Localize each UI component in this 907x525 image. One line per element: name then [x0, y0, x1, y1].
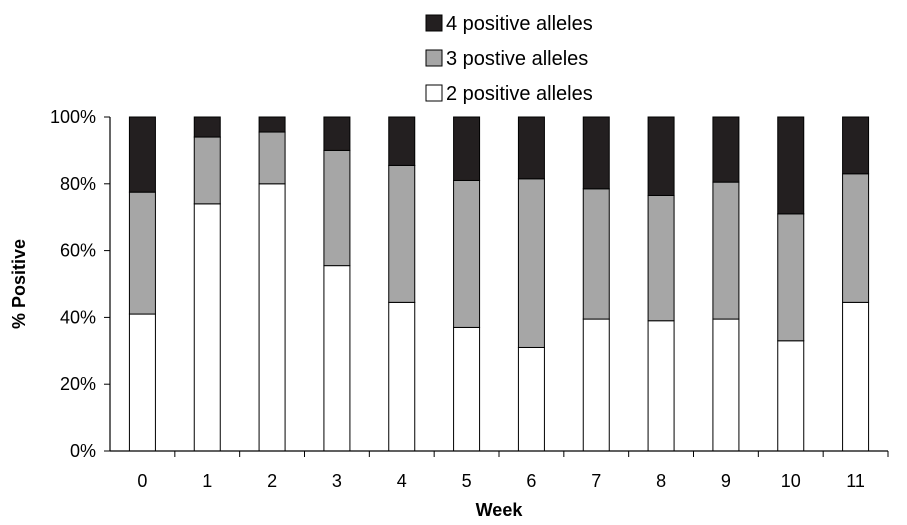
x-tick-label: 1 [202, 471, 212, 491]
bar-segment-week-5-series-2 [453, 179, 481, 328]
x-tick-group: 0 1 2 3 4 5 6 7 8 9 10 11 [137, 451, 889, 491]
bar-segment-week-7-series-1 [582, 318, 610, 452]
y-tick-label: 80% [60, 174, 96, 194]
y-axis-label: % Positive [9, 239, 29, 329]
bar-segment-week-10-series-1 [777, 340, 805, 452]
bar-segment-week-0-series-1 [128, 313, 156, 452]
legend-label: 3 postive alleles [446, 48, 588, 70]
bar-segment-week-4-series-2 [388, 164, 416, 303]
bar-segment-week-11-series-2 [842, 173, 870, 303]
x-axis-label: Week [476, 500, 524, 520]
bar-segment-week-2-series-2 [258, 131, 286, 185]
chart-axes [109, 117, 888, 452]
bar-segment-week-8-series-3 [647, 116, 675, 196]
bar-segment-week-3-series-3 [323, 116, 351, 151]
bar-segment-week-6-series-2 [517, 178, 545, 348]
legend-swatch [425, 84, 443, 102]
bar-segment-week-3-series-1 [323, 265, 351, 452]
legend-label: 2 positive alleles [446, 83, 593, 105]
legend-swatch [425, 49, 443, 67]
bar-segment-week-0-series-2 [128, 191, 156, 315]
bar-segment-week-9-series-3 [712, 116, 740, 183]
x-tick-label: 8 [656, 471, 666, 491]
x-tick-label: 5 [462, 471, 472, 491]
x-tick-label: 2 [267, 471, 277, 491]
y-tick-label: 100% [50, 107, 96, 127]
bar-segment-week-9-series-1 [712, 318, 740, 452]
bar-segment-week-5-series-3 [453, 116, 481, 181]
y-tick-label: 0% [70, 441, 96, 461]
bar-segment-week-9-series-2 [712, 181, 740, 320]
y-tick-label: 20% [60, 374, 96, 394]
bar-segment-week-1-series-1 [193, 203, 221, 452]
bar-segment-week-0-series-3 [128, 116, 156, 193]
bar-segment-week-1-series-2 [193, 136, 221, 205]
legend-label: 4 positive alleles [446, 13, 593, 35]
x-tick-label: 10 [781, 471, 801, 491]
bar-segment-week-2-series-1 [258, 183, 286, 452]
bar-segment-week-7-series-2 [582, 188, 610, 320]
bar-segment-week-4-series-3 [388, 116, 416, 166]
y-tick-label: 60% [60, 241, 96, 261]
bar-segment-week-10-series-3 [777, 116, 805, 215]
bar-segment-week-8-series-1 [647, 320, 675, 452]
bar-segment-week-11-series-1 [842, 301, 870, 452]
x-tick-label: 11 [846, 471, 865, 491]
bar-segment-week-7-series-3 [582, 116, 610, 190]
bar-segment-week-3-series-2 [323, 149, 351, 267]
bar-segment-week-10-series-2 [777, 213, 805, 342]
x-tick-label: 3 [332, 471, 342, 491]
bar-segment-week-4-series-1 [388, 301, 416, 452]
bar-segment-week-2-series-3 [258, 116, 286, 133]
x-tick-label: 6 [526, 471, 536, 491]
y-tick-label: 40% [60, 307, 96, 327]
chart-legend: 4 positive alleles 3 postive alleles 2 pos… [425, 13, 593, 105]
y-tick-group: 0% 20% 40% 60% 80% 100% [50, 107, 110, 461]
bar-segment-week-8-series-2 [647, 194, 675, 322]
bar-segment-week-5-series-1 [453, 326, 481, 452]
bar-segment-week-6-series-3 [517, 116, 545, 180]
bar-group [128, 116, 870, 452]
x-tick-label: 4 [397, 471, 407, 491]
bar-segment-week-1-series-3 [193, 116, 221, 138]
x-tick-label: 7 [591, 471, 601, 491]
bar-segment-week-6-series-1 [517, 346, 545, 452]
bar-segment-week-11-series-3 [842, 116, 870, 175]
x-tick-label: 9 [721, 471, 731, 491]
legend-swatch [425, 14, 443, 32]
x-tick-label: 0 [137, 471, 147, 491]
